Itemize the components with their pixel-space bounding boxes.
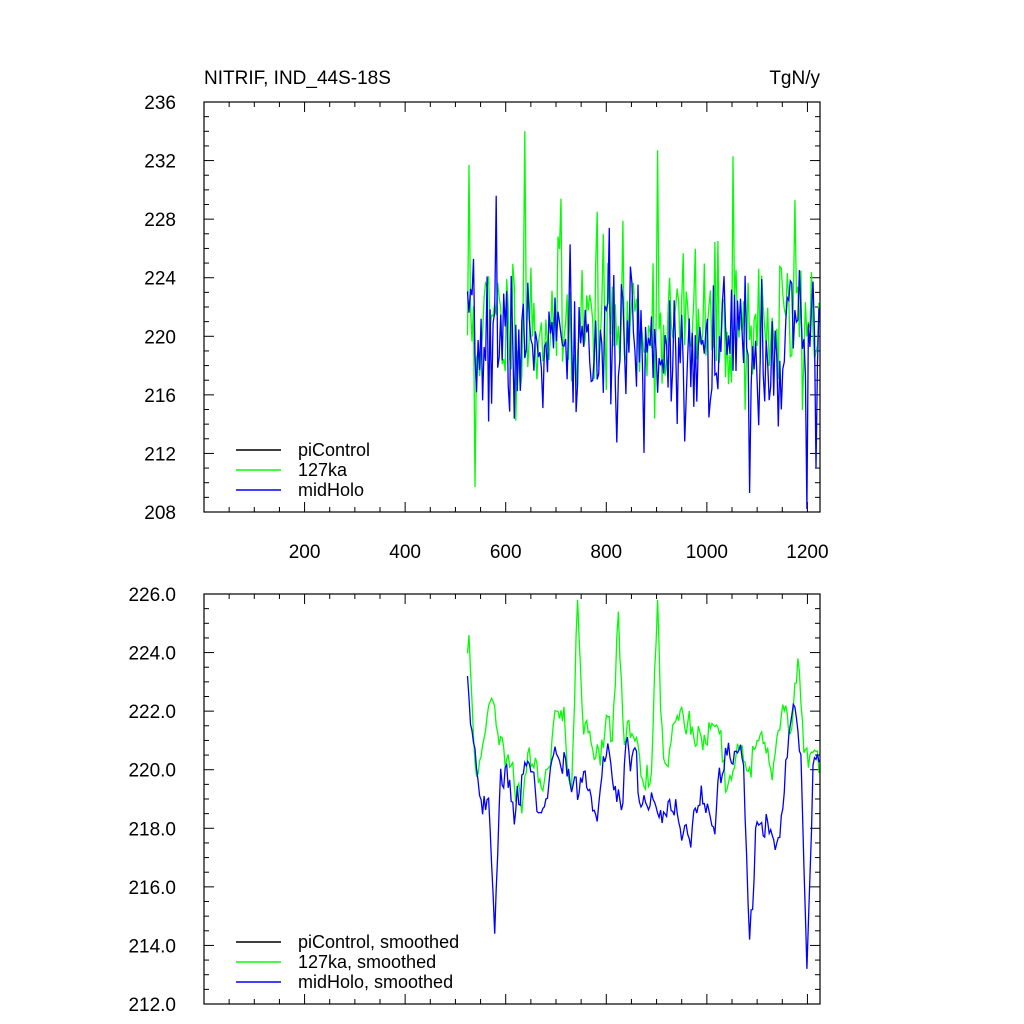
top-x-tick-label: 800 (590, 542, 622, 563)
top-legend-label: midHolo (298, 480, 364, 500)
bottom-series-line-2 (466, 675, 820, 969)
bottom-y-tick-label: 216.0 (128, 878, 176, 899)
top-plot-frame (203, 101, 821, 513)
top-y-tick-label: 212 (144, 444, 176, 465)
bottom-y-tick-label: 224.0 (128, 644, 176, 665)
top-y-tick-label: 236 (144, 93, 176, 114)
bottom-y-tick-label: 212.0 (128, 995, 176, 1016)
bottom-series-lines (466, 599, 820, 969)
top-x-tick-label: 1200 (786, 542, 828, 563)
top-x-tick-label: 1000 (686, 542, 728, 563)
units-label: TgN/y (769, 68, 820, 89)
top-y-tick-label: 224 (144, 269, 176, 290)
bottom-series-line-1 (466, 599, 820, 814)
bottom-y-tick-label: 222.0 (128, 702, 176, 723)
top-x-tick-label: 400 (389, 542, 421, 563)
chart-title: NITRIF, IND_44S-18S (204, 68, 391, 89)
top-y-tick-label: 216 (144, 386, 176, 407)
top-y-tick-label: 220 (144, 327, 176, 348)
bottom-y-tick-label: 214.0 (128, 936, 176, 957)
bottom-legend-label: piControl, smoothed (298, 932, 459, 952)
top-axis-ticks: 200 400 600 800 1000 1200 208 212 216 220 224 228 23… (144, 93, 828, 563)
top-series-line-2 (466, 195, 820, 510)
bottom-panel: 212.0 214.0 216.0 218.0 220.0 222.0 224.0 226.0… (128, 585, 821, 1016)
top-x-tick-label: 600 (490, 542, 522, 563)
bottom-y-tick-label: 220.0 (128, 761, 176, 782)
top-legend-label: 127ka (298, 460, 348, 480)
bottom-legend-label: midHolo, smoothed (298, 972, 453, 992)
bottom-y-tick-label: 226.0 (128, 585, 176, 606)
top-y-tick-label: 208 (144, 503, 176, 524)
bottom-y-tick-label: 218.0 (128, 819, 176, 840)
bottom-legend-label: 127ka, smoothed (298, 952, 436, 972)
top-y-tick-label: 228 (144, 210, 176, 231)
bottom-plot-frame (203, 593, 821, 1005)
bottom-axis-ticks: 212.0 214.0 216.0 218.0 220.0 222.0 224.0 226.0 (128, 585, 820, 1016)
top-y-tick-label: 232 (144, 152, 176, 173)
top-series-lines (466, 131, 820, 510)
top-legend-label: piControl (298, 440, 370, 460)
top-x-tick-label: 200 (289, 542, 321, 563)
top-panel: NITRIF, IND_44S-18S TgN/y 200 400 600 800 10… (144, 68, 828, 563)
